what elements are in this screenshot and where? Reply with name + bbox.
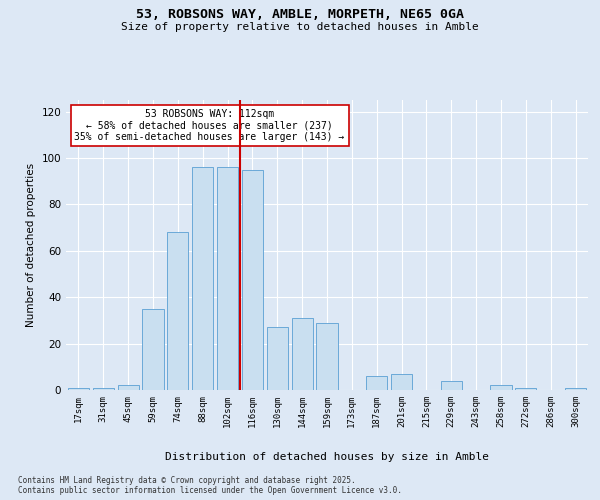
Bar — [316, 322, 338, 390]
Bar — [441, 380, 462, 390]
Bar — [93, 388, 114, 390]
Text: Contains HM Land Registry data © Crown copyright and database right 2025.
Contai: Contains HM Land Registry data © Crown c… — [18, 476, 402, 495]
Y-axis label: Number of detached properties: Number of detached properties — [26, 163, 36, 327]
Bar — [515, 388, 536, 390]
Bar — [366, 376, 387, 390]
Bar — [167, 232, 188, 390]
Bar — [192, 168, 213, 390]
Bar — [391, 374, 412, 390]
Bar — [118, 386, 139, 390]
Bar — [565, 388, 586, 390]
Bar — [490, 386, 512, 390]
Text: 53, ROBSONS WAY, AMBLE, MORPETH, NE65 0GA: 53, ROBSONS WAY, AMBLE, MORPETH, NE65 0G… — [136, 8, 464, 20]
Bar — [68, 388, 89, 390]
Bar — [292, 318, 313, 390]
Text: Distribution of detached houses by size in Amble: Distribution of detached houses by size … — [165, 452, 489, 462]
Bar — [142, 309, 164, 390]
Bar — [217, 168, 238, 390]
Text: Size of property relative to detached houses in Amble: Size of property relative to detached ho… — [121, 22, 479, 32]
Bar — [242, 170, 263, 390]
Bar — [267, 328, 288, 390]
Text: 53 ROBSONS WAY: 112sqm
← 58% of detached houses are smaller (237)
35% of semi-de: 53 ROBSONS WAY: 112sqm ← 58% of detached… — [74, 108, 344, 142]
